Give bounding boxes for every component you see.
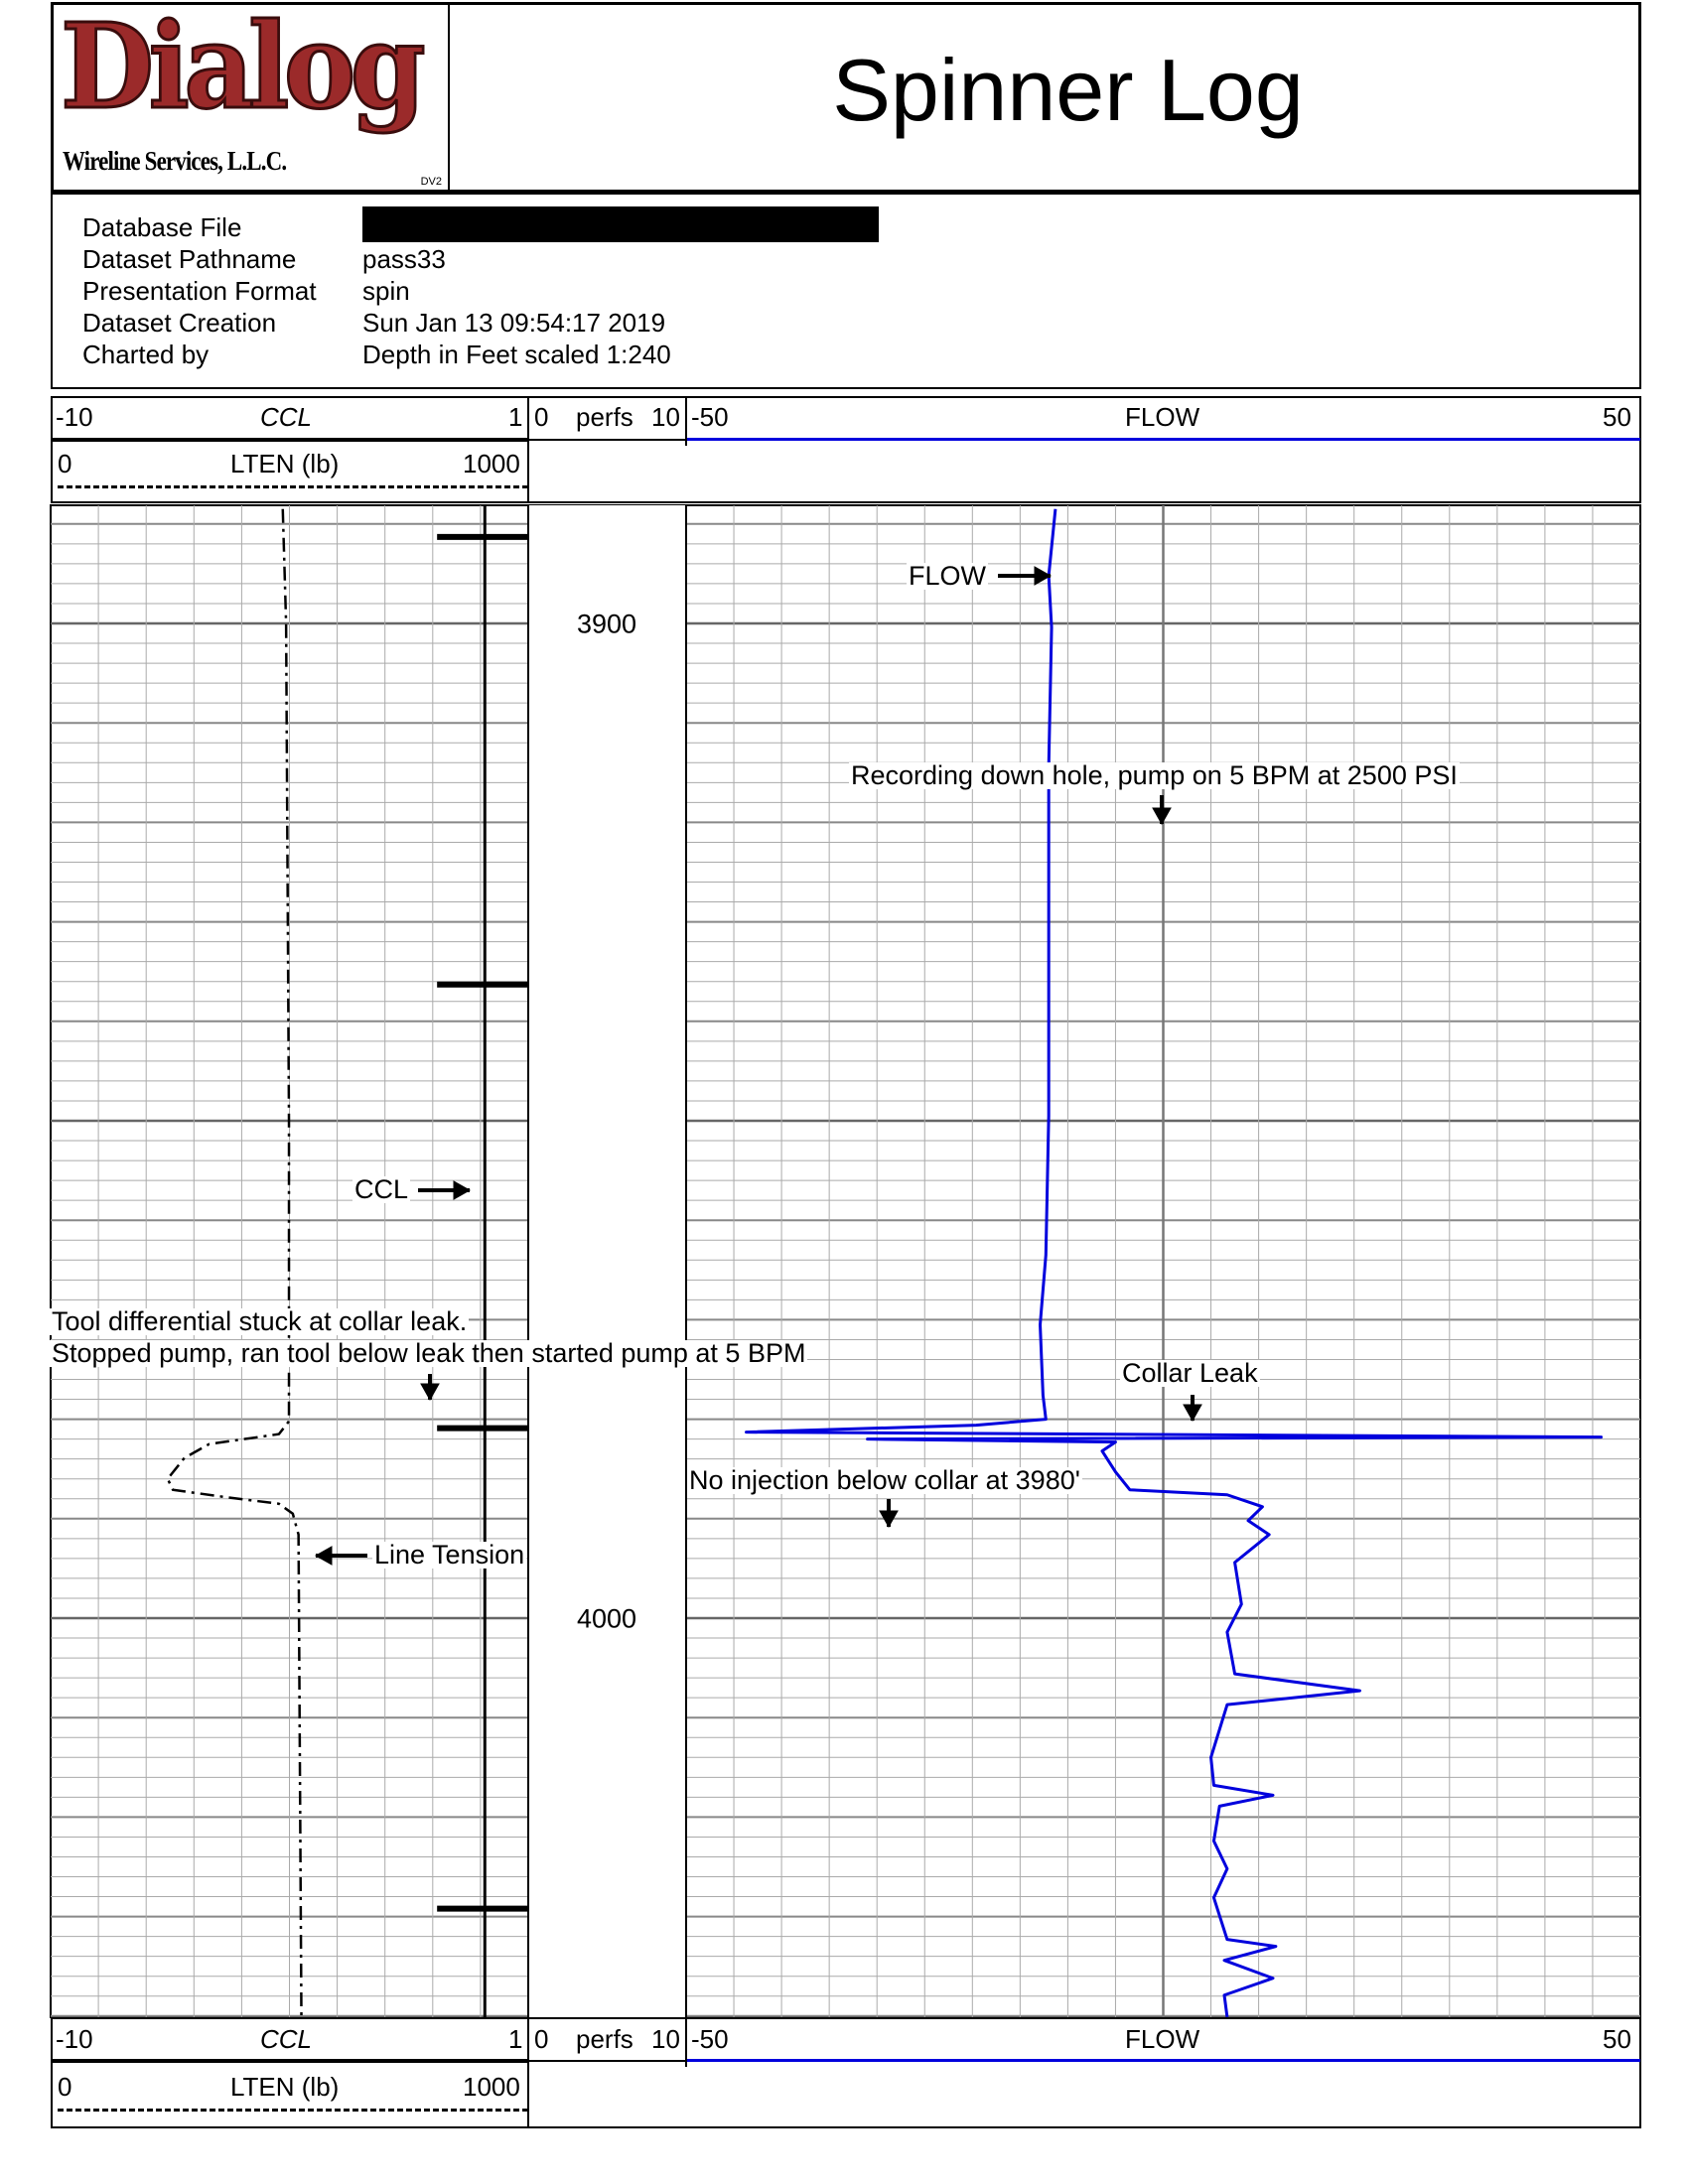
perfs-max: 10 xyxy=(651,2024,680,2054)
logo-brand: Dialog xyxy=(60,5,427,137)
collar-leak-arrow-icon xyxy=(1183,1395,1202,1423)
info-label-dataset-pathname: Dataset Pathname xyxy=(82,244,297,274)
lten-max: 1000 xyxy=(463,2072,520,2102)
info-value-dataset-creation: Sun Jan 13 09:54:17 2019 xyxy=(362,308,666,338)
flow-arrow-icon xyxy=(998,566,1053,586)
flow-min: -50 xyxy=(691,2024,729,2054)
annotation-flow: FLOW xyxy=(907,561,988,591)
flow-scale-line xyxy=(686,438,1640,441)
flow-scale-line xyxy=(686,2059,1640,2062)
perfs-max: 10 xyxy=(651,402,680,432)
annotation-ccl: CCL xyxy=(352,1174,411,1204)
ccl-scale-line xyxy=(51,438,528,442)
flow-max: 50 xyxy=(1603,402,1631,432)
flow-max: 50 xyxy=(1603,2024,1631,2054)
annotation-line-tension: Line Tension xyxy=(372,1540,527,1570)
lten-max: 1000 xyxy=(463,449,520,478)
arrow-head xyxy=(1183,1404,1202,1423)
annotation-recording: Recording down hole, pump on 5 BPM at 25… xyxy=(849,760,1460,790)
lten-min: 0 xyxy=(58,449,72,478)
depth-label-3900: 3900 xyxy=(576,609,637,640)
info-value-charted-by: Depth in Feet scaled 1:240 xyxy=(362,340,671,369)
annotation-stuck-line1: Tool differential stuck at collar leak. xyxy=(50,1306,470,1336)
flow-name: FLOW xyxy=(1125,402,1200,432)
ccl-arrow-icon xyxy=(418,1180,472,1200)
flow-min: -50 xyxy=(691,402,729,432)
arrow-head xyxy=(1152,807,1172,826)
ccl-min: -10 xyxy=(56,402,93,432)
perfs-min: 0 xyxy=(534,2024,549,2054)
arrow-head xyxy=(314,1546,333,1566)
page-title: Spinner Log xyxy=(832,41,1304,139)
lten-min: 0 xyxy=(58,2072,72,2102)
annotation-no-injection: No injection below collar at 3980' xyxy=(687,1465,1082,1495)
ccl-min: -10 xyxy=(56,2024,93,2054)
scale-header-bottom-frame xyxy=(51,2017,1641,2128)
arrow-head xyxy=(879,1510,899,1529)
perfs-scale-line xyxy=(528,2060,686,2062)
ccl-name: CCL xyxy=(260,2024,313,2054)
flow-curve xyxy=(745,508,1604,2017)
depth-label-4000: 4000 xyxy=(576,1603,637,1635)
info-label-presentation-format: Presentation Format xyxy=(82,276,317,306)
ccl-scale-line xyxy=(51,2059,528,2063)
info-box xyxy=(51,193,1641,389)
flow-name: FLOW xyxy=(1125,2024,1200,2054)
info-value-dataset-pathname: pass33 xyxy=(362,244,446,274)
no-injection-arrow-icon xyxy=(879,1499,899,1529)
company-logo: Dialog Wireline Services, L.L.C. DV2 xyxy=(53,5,450,190)
header-box xyxy=(51,2,1641,195)
arrow-head xyxy=(1034,566,1053,586)
logo-mark: DV2 xyxy=(420,176,442,188)
stuck-arrow-icon xyxy=(420,1374,440,1402)
perfs-name: perfs xyxy=(576,402,633,432)
track-divider xyxy=(527,396,529,503)
info-label-dataset-creation: Dataset Creation xyxy=(82,308,277,338)
perfs-min: 0 xyxy=(534,402,549,432)
logo-subtitle: Wireline Services, L.L.C. xyxy=(63,146,287,176)
redaction-bar xyxy=(362,206,879,242)
annotation-collar-leak: Collar Leak xyxy=(1120,1358,1260,1388)
scale-header-top-frame xyxy=(51,396,1641,503)
arrow-head xyxy=(453,1180,472,1200)
annotation-stuck-line2: Stopped pump, ran tool below leak then s… xyxy=(50,1338,808,1368)
ccl-max: 1 xyxy=(508,402,523,432)
track-divider xyxy=(527,2017,529,2128)
info-label-database-file: Database File xyxy=(82,212,242,242)
ccl-name: CCL xyxy=(260,402,313,432)
info-label-charted-by: Charted by xyxy=(82,340,210,369)
info-value-presentation-format: spin xyxy=(362,276,410,306)
ccl-max: 1 xyxy=(508,2024,523,2054)
lten-name: LTEN (lb) xyxy=(230,2072,340,2102)
recording-arrow-icon xyxy=(1152,795,1172,826)
line-tension-arrow-icon xyxy=(314,1546,367,1566)
lten-name: LTEN (lb) xyxy=(230,449,340,478)
depth-track xyxy=(529,505,685,2017)
perfs-scale-line xyxy=(528,439,686,441)
perfs-name: perfs xyxy=(576,2024,633,2054)
track-divider xyxy=(685,396,687,446)
lten-scale-line xyxy=(58,2109,528,2112)
lten-curve xyxy=(166,508,303,2017)
arrow-head xyxy=(420,1383,440,1402)
track-divider xyxy=(685,2017,687,2067)
lten-scale-line xyxy=(58,485,528,488)
